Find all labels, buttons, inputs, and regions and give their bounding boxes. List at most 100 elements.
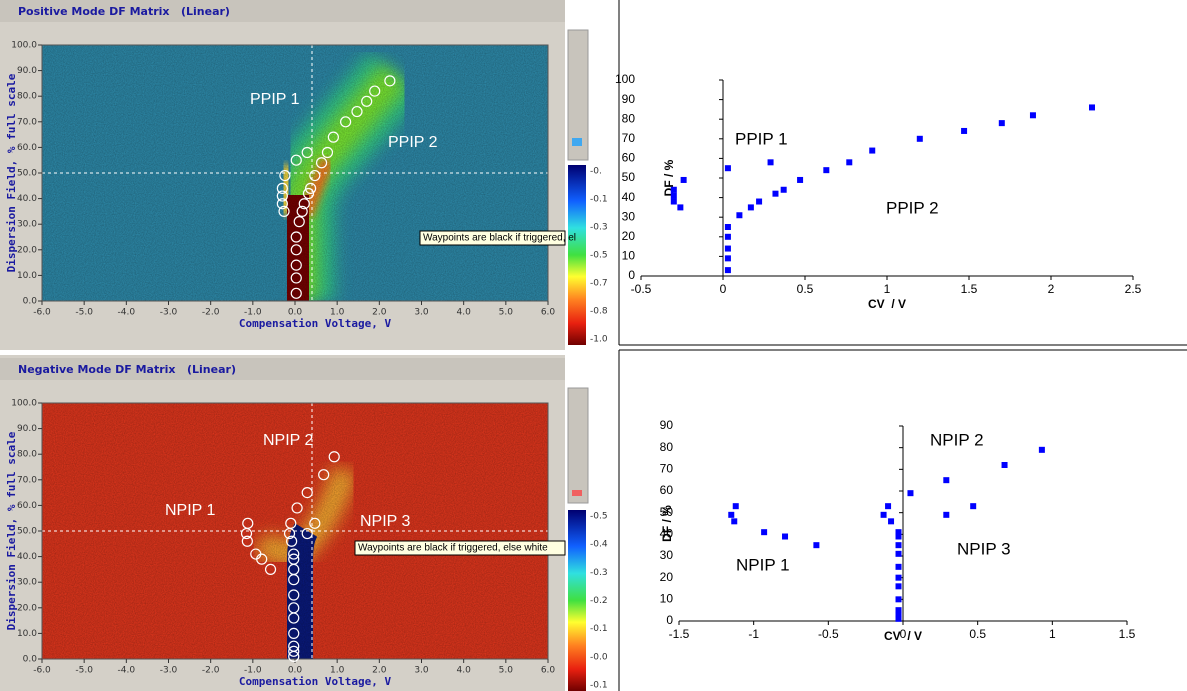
colorbar-label: -0. (590, 167, 602, 177)
annotation: NPIP 3 (360, 513, 411, 530)
point (895, 542, 902, 549)
waypoint (351, 105, 363, 118)
x-tick-label: 2 (1048, 282, 1055, 296)
annotation: NPIP 1 (165, 502, 216, 519)
x-tick-label: 3.0 (414, 308, 429, 318)
point (724, 165, 731, 172)
waypoint (293, 216, 305, 228)
x-tick-label: 5.0 (499, 666, 514, 676)
point (670, 192, 677, 199)
y-tick-label: 70 (660, 462, 674, 476)
y-tick-label: 40.0 (17, 194, 37, 204)
title-bar (0, 358, 565, 380)
y-tick-label: 50 (622, 170, 636, 184)
y-tick-label: 60.0 (17, 143, 37, 153)
x-tick-label: 2.0 (372, 666, 387, 676)
point (970, 503, 977, 510)
point (813, 542, 820, 549)
y-tick-label: 70 (622, 131, 636, 145)
point (1029, 112, 1036, 119)
waypoint (361, 95, 373, 107)
colorbar-label: -0.1 (590, 681, 608, 691)
waypoint (290, 231, 302, 243)
chart-title: Positive Mode DF Matrix (Linear) (18, 5, 230, 18)
tooltip-box (419, 230, 566, 246)
colorbar-label: -0.8 (590, 307, 608, 317)
y-tick-label: 0.0 (23, 297, 38, 307)
y-tick-label: 0 (666, 613, 673, 627)
title-bar (0, 0, 565, 22)
y-tick-label: 20 (622, 229, 636, 243)
point (895, 574, 902, 581)
x-tick-label: -0.5 (818, 627, 839, 641)
annotation: NPIP 3 (957, 539, 1011, 558)
point (846, 159, 853, 166)
colorbar (568, 165, 586, 345)
colorbar-label: -0.1 (590, 195, 608, 205)
y-tick-label: 30.0 (17, 578, 37, 588)
x-tick-label: 1.0 (330, 666, 345, 676)
chart-title: Negative Mode DF Matrix (Linear) (18, 363, 236, 376)
point (895, 607, 902, 614)
waypoint (241, 535, 253, 547)
waypoint (301, 146, 313, 159)
point (907, 490, 914, 497)
point (943, 511, 950, 518)
colorbar-label: -0.1 (590, 624, 608, 634)
point (780, 186, 787, 193)
point (895, 563, 902, 570)
slider-thumb (572, 490, 582, 496)
x-tick-label: 1.5 (1119, 627, 1136, 641)
point (736, 212, 743, 219)
point (670, 198, 677, 205)
waypoint (286, 535, 298, 547)
x-tick-label: -6.0 (33, 308, 51, 318)
point (869, 147, 876, 154)
x-tick-label: 1.0 (330, 308, 345, 318)
waypoint (291, 502, 303, 514)
waypoint (278, 205, 290, 217)
y-tick-label: 10 (622, 249, 636, 263)
point (895, 550, 902, 557)
colorbar-label: -0.3 (590, 568, 608, 578)
y-tick-label: 40 (660, 527, 674, 541)
waypoint (264, 563, 277, 576)
y-tick-label: 90 (622, 92, 636, 106)
y-tick-label: 40.0 (17, 552, 37, 562)
point (670, 186, 677, 193)
x-axis-label: CV / V (868, 297, 906, 311)
waypoint (296, 205, 308, 217)
x-tick-label: -4.0 (118, 308, 136, 318)
colorbar-label: -0.0 (590, 652, 608, 662)
point (724, 267, 731, 274)
y-tick-label: 40 (622, 190, 636, 204)
waypoint (309, 517, 321, 529)
waypoint (302, 187, 315, 200)
point (1038, 446, 1045, 453)
x-tick-label: 6.0 (541, 308, 556, 318)
point (747, 204, 754, 211)
y-tick-label: 10.0 (17, 629, 37, 639)
y-tick-label: 70.0 (17, 475, 37, 485)
y-tick-label: 50.0 (17, 527, 37, 537)
waypoint (321, 146, 334, 159)
point (880, 511, 887, 518)
x-axis-label: Compensation Voltage, V (239, 675, 392, 688)
point (895, 596, 902, 603)
x-tick-label: -1.5 (669, 627, 690, 641)
point (888, 518, 895, 525)
waypoint (276, 198, 288, 210)
point (772, 190, 779, 197)
x-tick-label: 2.5 (1125, 282, 1142, 296)
waypoint (288, 627, 300, 640)
point (782, 533, 789, 540)
point (756, 198, 763, 205)
y-tick-label: 100.0 (11, 41, 37, 51)
x-tick-label: -6.0 (33, 666, 51, 676)
waypoint (290, 259, 302, 271)
x-tick-label: -2.0 (202, 666, 220, 676)
point (885, 503, 892, 510)
x-tick-label: -2.0 (202, 308, 220, 318)
x-tick-label: 1 (884, 282, 891, 296)
